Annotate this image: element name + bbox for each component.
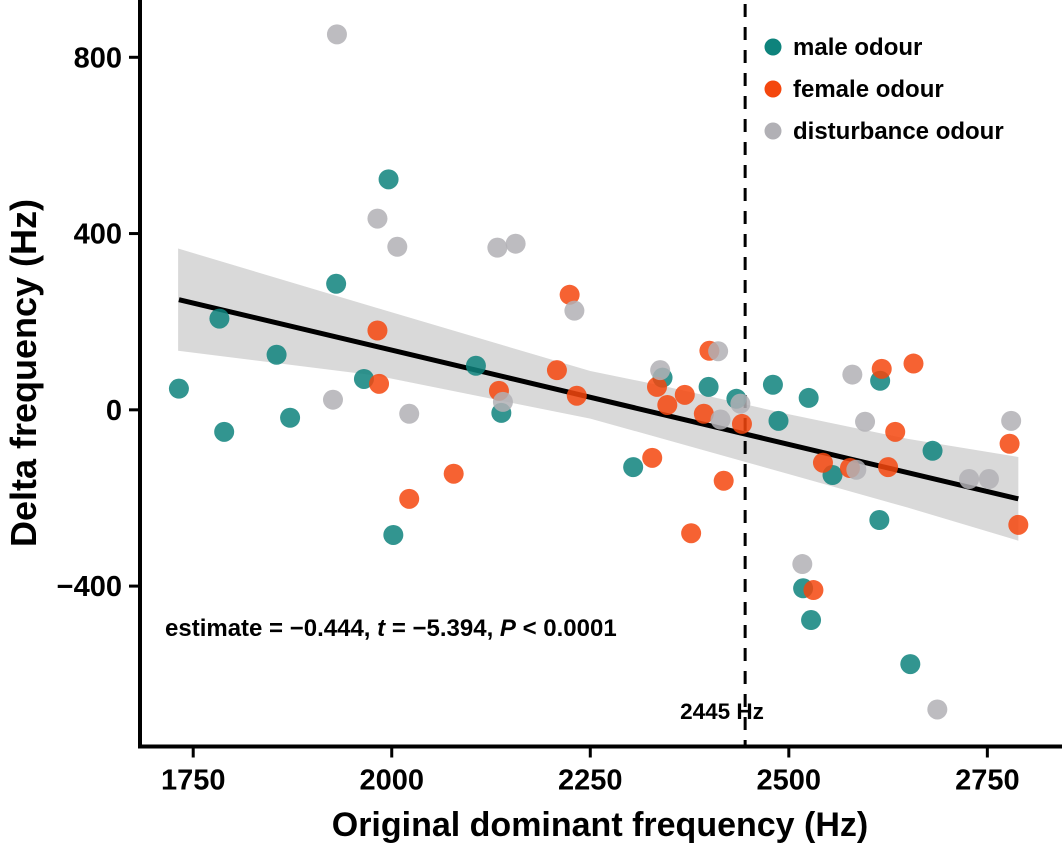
data-point [812, 452, 833, 473]
data-point [710, 409, 731, 430]
data-point [674, 384, 695, 405]
legend-dot-male-icon [764, 38, 782, 56]
data-point [383, 524, 404, 545]
data-point [959, 469, 980, 490]
y-tick-label: 0 [106, 395, 122, 427]
data-point [978, 469, 999, 490]
data-point [623, 457, 644, 478]
data-point [465, 355, 486, 376]
legend-label-disturbance: disturbance odour [793, 118, 1004, 145]
data-point [869, 509, 890, 530]
data-point [399, 403, 420, 424]
data-point [730, 393, 751, 414]
stats-annotation: estimate = −0.444, t = −5.394, P < 0.000… [165, 615, 617, 642]
data-point [922, 440, 943, 461]
data-point [1008, 514, 1029, 535]
data-point [214, 421, 235, 442]
data-point [322, 389, 343, 410]
y-tick-label: 400 [74, 219, 122, 251]
x-tick-label: 2750 [955, 765, 1020, 797]
data-point [367, 208, 388, 229]
legend: male odour female odour disturbance odou… [764, 34, 1004, 145]
data-point [798, 387, 819, 408]
stats-p-value: < 0.0001 [516, 615, 617, 642]
data-point [487, 237, 508, 258]
data-point [903, 353, 924, 374]
data-point [378, 169, 399, 190]
data-point [846, 459, 867, 480]
data-point [762, 374, 783, 395]
data-point [546, 360, 567, 381]
axes-layer: 800 400 0 −400 1750 2000 2250 2500 2750 [57, 0, 1062, 797]
legend-dot-female-icon [764, 80, 782, 98]
data-point [698, 376, 719, 397]
data-point [650, 360, 671, 381]
data-point [801, 610, 822, 631]
data-point [927, 699, 948, 720]
stats-t-symbol: t [377, 615, 386, 642]
data-point [871, 358, 892, 379]
data-point [803, 580, 824, 601]
data-point [353, 368, 374, 389]
data-point [266, 344, 287, 365]
x-axis-title: Original dominant frequency (Hz) [332, 806, 868, 844]
data-point [505, 233, 526, 254]
data-point [564, 300, 585, 321]
data-point [878, 457, 899, 478]
data-point [768, 410, 789, 431]
data-point [900, 654, 921, 675]
data-point [326, 24, 347, 45]
data-point [367, 320, 388, 341]
legend-label-female: female odour [793, 76, 944, 103]
data-point [326, 273, 347, 294]
confidence-band [178, 248, 1019, 541]
data-point [693, 403, 714, 424]
y-axis-title: Delta frequency (Hz) [3, 199, 44, 547]
data-point [708, 341, 729, 362]
y-tick-label: −400 [57, 571, 122, 603]
data-point [399, 488, 420, 509]
x-tick-label: 2250 [558, 765, 623, 797]
data-point [559, 284, 580, 305]
data-point [443, 463, 464, 484]
data-point [492, 391, 513, 412]
threshold-label: 2445 Hz [680, 699, 764, 724]
data-point [681, 523, 702, 544]
legend-label-male: male odour [793, 34, 922, 61]
data-point [566, 385, 587, 406]
data-point [280, 407, 301, 428]
legend-dot-disturbance-icon [764, 122, 782, 140]
data-point [999, 433, 1020, 454]
data-point [209, 308, 230, 329]
stats-estimate: estimate = −0.444, [165, 615, 377, 642]
data-point [369, 373, 390, 394]
data-points-layer [168, 24, 1029, 720]
confidence-band-layer [178, 248, 1019, 541]
data-point [642, 447, 663, 468]
data-point [387, 236, 408, 257]
data-point [792, 554, 813, 575]
stats-p-symbol: P [500, 615, 517, 642]
data-point [885, 421, 906, 442]
x-tick-label: 2500 [757, 765, 822, 797]
data-point [1001, 410, 1022, 431]
stats-t-value: = −5.394, [385, 615, 500, 642]
y-tick-label: 800 [74, 42, 122, 74]
x-tick-label: 2000 [359, 765, 424, 797]
data-point [842, 364, 863, 385]
x-tick-label: 1750 [161, 765, 226, 797]
data-point [646, 376, 667, 397]
data-point [657, 394, 678, 415]
data-point [168, 378, 189, 399]
data-point [855, 411, 876, 432]
data-point [731, 413, 752, 434]
data-point [713, 470, 734, 491]
